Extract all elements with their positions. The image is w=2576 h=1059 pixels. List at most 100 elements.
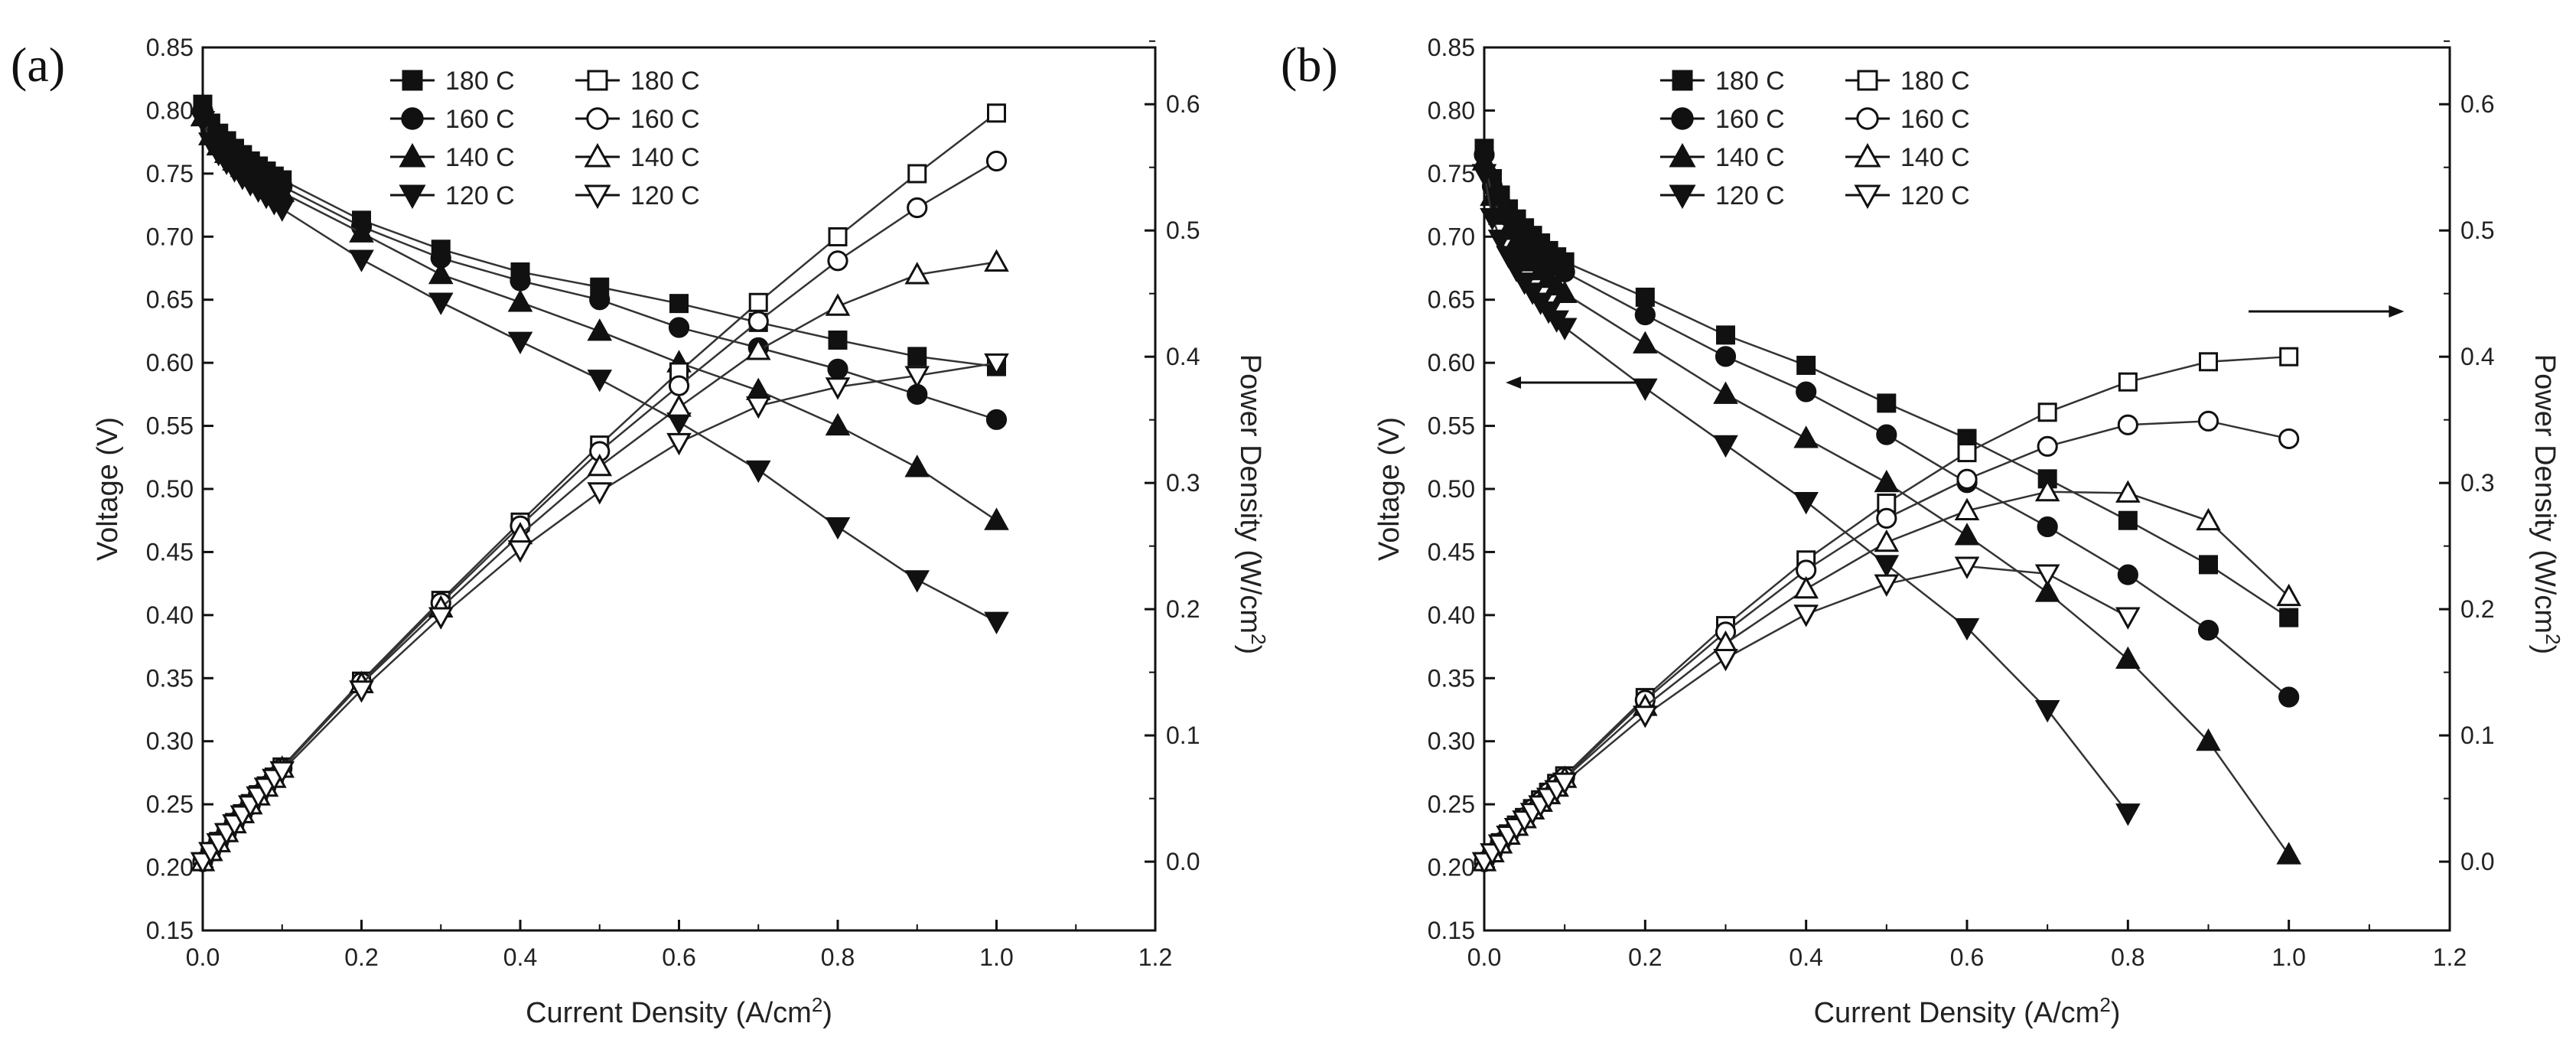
series-a-power-140c (190, 249, 1009, 872)
y2-axis-title-sup: 2 (1247, 634, 1270, 644)
legend-marker (1669, 184, 1696, 210)
y-axis-title: Voltage (V) (92, 417, 124, 561)
y-tick-label: 0.15 (1428, 917, 1475, 944)
y-tick-label: 0.65 (1428, 286, 1475, 314)
data-point (510, 270, 531, 292)
y-tick-label: 0.40 (146, 601, 194, 629)
data-point (349, 220, 374, 243)
x-tick-label: 0.8 (821, 943, 855, 971)
y-tick-label: 0.25 (1428, 790, 1475, 818)
chart-a-svg: 0.0 0.2 0.4 0.6 0.8 1.0 1.2 0.15 0.20 0.25 0.30 0.3… (92, 34, 1270, 1029)
series-b-voltage-120c (1471, 164, 2141, 826)
legend-marker (1671, 107, 1694, 130)
data-point (1480, 183, 1505, 207)
chart-panel-a: (a) 0.0 0.2 0.4 0.6 0.8 1.0 1.2 0.15 0.20 0.25 0.3… (0, 0, 1270, 1059)
data-point (907, 164, 927, 184)
y-tick-label: 0.25 (146, 790, 194, 818)
data-point (1793, 425, 1819, 448)
y-tick-label: 0.50 (1428, 475, 1475, 503)
data-point (1796, 381, 1817, 402)
y-tick-label: 0.55 (1428, 412, 1475, 440)
data-point (507, 289, 533, 312)
y2-axis-title-end: ) (1234, 645, 1266, 655)
y-tick-label: 0.20 (1428, 854, 1475, 881)
series-a-power-120c (190, 353, 1009, 875)
legend-label: 160 C (630, 105, 700, 134)
x-axis-title-sup: 2 (2099, 993, 2110, 1016)
y2-tick-label: 0.0 (1166, 848, 1200, 875)
series-b-power-140c (1471, 478, 2301, 872)
data-point (1793, 491, 1819, 515)
data-point (666, 432, 692, 456)
y-tick-label: 0.80 (146, 96, 194, 124)
data-point (1713, 381, 1738, 404)
legend-a: 180 C 180 C 160 C 160 C 140 C 140 C 120 C 120 C (390, 67, 700, 210)
data-point (827, 358, 848, 380)
data-point (1874, 555, 1900, 578)
data-point (428, 261, 454, 285)
legend-marker (587, 70, 608, 91)
data-point (2037, 435, 2058, 457)
series-line (202, 160, 998, 862)
data-point (668, 375, 690, 396)
data-point (745, 396, 771, 419)
x-tick-label: 0.0 (1467, 943, 1501, 971)
y2-axis-title-end: ) (2529, 645, 2561, 655)
x-tick-label: 1.2 (1138, 943, 1172, 971)
legend-marker (399, 142, 426, 168)
y-tick-label: 0.50 (146, 475, 194, 503)
data-point (1633, 378, 1658, 401)
data-point (1876, 507, 1897, 529)
data-point (2276, 842, 2301, 865)
data-point (1954, 523, 1980, 546)
data-point (587, 370, 613, 393)
data-point (2115, 646, 2141, 670)
data-point (904, 570, 930, 593)
legend-marker (401, 107, 424, 130)
x-axis-title-main: Current Density (A/cm (1814, 997, 2100, 1029)
data-point (1633, 331, 1658, 354)
y-tick-label: 0.45 (1428, 538, 1475, 565)
y-tick-label: 0.60 (146, 349, 194, 376)
data-point (904, 366, 930, 389)
data-point (825, 293, 851, 316)
x-tick-label: 0.4 (1789, 943, 1822, 971)
data-point (828, 226, 848, 246)
y2-tick-label: 0.3 (2460, 469, 2494, 497)
data-point (1793, 575, 1819, 599)
data-point (2115, 607, 2141, 630)
data-point (190, 111, 216, 134)
y-tick-label: 0.75 (146, 160, 194, 187)
series-a-voltage-120c (190, 111, 1009, 634)
data-point (1715, 346, 1737, 367)
data-point (1480, 208, 1505, 231)
data-point (198, 132, 223, 155)
data-point (1957, 443, 1977, 463)
x-axis-title-sup: 2 (812, 993, 822, 1016)
data-point (747, 311, 769, 332)
data-point (2117, 414, 2138, 435)
data-point (1954, 556, 1980, 579)
legend-label: 120 C (445, 181, 515, 210)
legend-label: 180 C (1715, 67, 1785, 96)
data-point (1716, 325, 1735, 345)
power-axis-arrowhead (2389, 305, 2405, 318)
x-tick-label: 1.2 (2433, 943, 2467, 971)
series-b-voltage-160c (1474, 144, 2300, 708)
data-point (587, 482, 613, 505)
y2-tick-label: 0.4 (2460, 343, 2494, 370)
data-point (907, 347, 927, 367)
x-tick-label: 1.0 (979, 943, 1013, 971)
legend-label: 120 C (1900, 181, 1970, 210)
y2-tick-label: 0.1 (2460, 722, 2494, 749)
y-axis-title: Voltage (V) (1373, 417, 1405, 561)
legend-label: 140 C (630, 143, 700, 172)
x-axis-title-end: ) (822, 997, 832, 1029)
data-point (825, 377, 851, 400)
data-point (666, 394, 692, 417)
legend-label: 140 C (445, 143, 515, 172)
data-point (1552, 772, 1578, 795)
series-b-power-120c (1471, 556, 2141, 875)
legend-label: 140 C (1900, 143, 1970, 172)
y2-tick-label: 0.5 (1166, 217, 1200, 244)
